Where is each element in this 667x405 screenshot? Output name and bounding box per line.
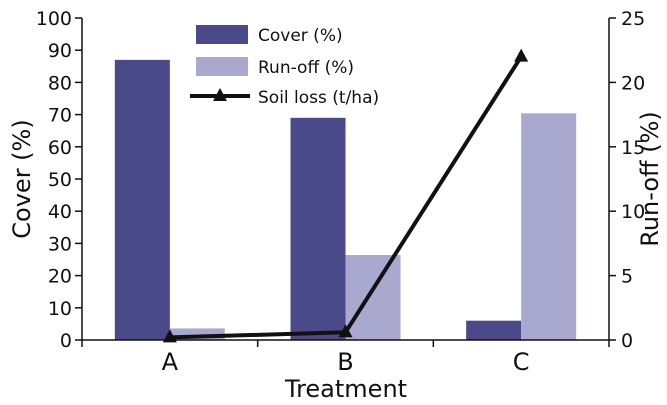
line-layer (162, 48, 529, 343)
legend-label-cover: Cover (%) (258, 26, 343, 46)
left-tick-label: 10 (48, 298, 72, 320)
left-tick-label: 50 (48, 169, 72, 191)
bar-runoff-C (521, 113, 577, 340)
left-tick-label: 70 (48, 105, 72, 127)
left-tick-label: 30 (48, 233, 72, 255)
left-tick-label: 100 (36, 8, 72, 30)
y-axis-title: Cover (%) (8, 119, 36, 238)
right-ticks: 0 5 10 15 20 25 (609, 8, 645, 352)
x-tick-label-B: B (337, 348, 353, 376)
bar-cover-B (290, 117, 346, 340)
soil-loss-marker-B (338, 324, 353, 338)
left-tick-label: 0 (60, 330, 72, 352)
legend-marker-soil-loss (213, 88, 227, 101)
left-tick-label: 90 (48, 40, 72, 62)
left-tick-label: 20 (48, 266, 72, 288)
legend-swatch-cover (196, 25, 248, 44)
legend: Cover (%) Run-off (%) Soil loss (t/ha) (190, 25, 379, 108)
x-ticks: A B C (81, 340, 610, 376)
bar-runoff-B (345, 254, 401, 340)
left-tick-label: 40 (48, 201, 72, 223)
x-axis-title: Treatment (284, 375, 407, 403)
left-tick-label: 80 (48, 72, 72, 94)
right-tick-label: 20 (621, 72, 645, 94)
soil-loss-marker-C (514, 48, 529, 62)
right-tick-label: 0 (621, 330, 633, 352)
bar-runoff-A (169, 328, 225, 340)
bar-cover-C (466, 320, 522, 340)
bars-layer (114, 59, 577, 341)
legend-swatch-runoff (196, 57, 248, 76)
legend-label-soil-loss: Soil loss (t/ha) (258, 88, 379, 108)
bar-cover-A (114, 59, 170, 341)
y2-axis-title: Run-off (%) (636, 111, 664, 247)
legend-label-runoff: Run-off (%) (258, 58, 354, 78)
x-tick-label-A: A (162, 348, 179, 376)
x-tick-label-C: C (513, 348, 530, 376)
right-tick-label: 10 (621, 201, 645, 223)
left-ticks: 0 10 20 30 40 50 60 70 80 90 100 (36, 8, 82, 352)
right-tick-label: 15 (621, 137, 645, 159)
left-tick-label: 60 (48, 137, 72, 159)
right-tick-label: 25 (621, 8, 645, 30)
right-tick-label: 5 (621, 266, 633, 288)
soil-loss-marker-A (162, 329, 177, 343)
